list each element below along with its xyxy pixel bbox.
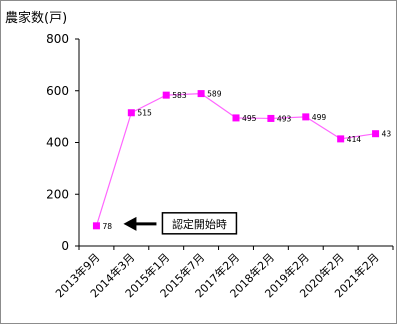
y-tick-label: 800 <box>46 32 69 46</box>
data-label: 495 <box>242 114 257 123</box>
y-tick-label: 200 <box>46 187 69 201</box>
y-tick-label: 0 <box>61 239 69 253</box>
data-label: 414 <box>347 135 362 144</box>
y-tick-label: 600 <box>46 84 69 98</box>
annotation-box <box>161 212 238 235</box>
data-label: 589 <box>207 90 222 99</box>
annotation-text: 認定開始時 <box>172 217 227 231</box>
data-point <box>92 222 100 230</box>
data-point <box>372 130 380 138</box>
data-point <box>267 114 275 122</box>
data-label: 583 <box>172 91 187 100</box>
y-tick-label: 400 <box>46 136 69 150</box>
data-point <box>232 114 240 122</box>
data-point <box>197 90 205 98</box>
annotation-arrow-head <box>123 216 137 231</box>
data-label: 43 <box>382 130 392 139</box>
data-label: 78 <box>102 222 112 231</box>
data-label: 515 <box>137 109 152 118</box>
data-point <box>302 113 310 121</box>
data-point <box>337 135 345 143</box>
y-axis-title: 農家数(戸) <box>5 11 68 26</box>
data-label: 493 <box>277 114 292 123</box>
data-point <box>127 109 135 117</box>
data-point <box>162 91 170 99</box>
data-label: 499 <box>312 113 327 122</box>
